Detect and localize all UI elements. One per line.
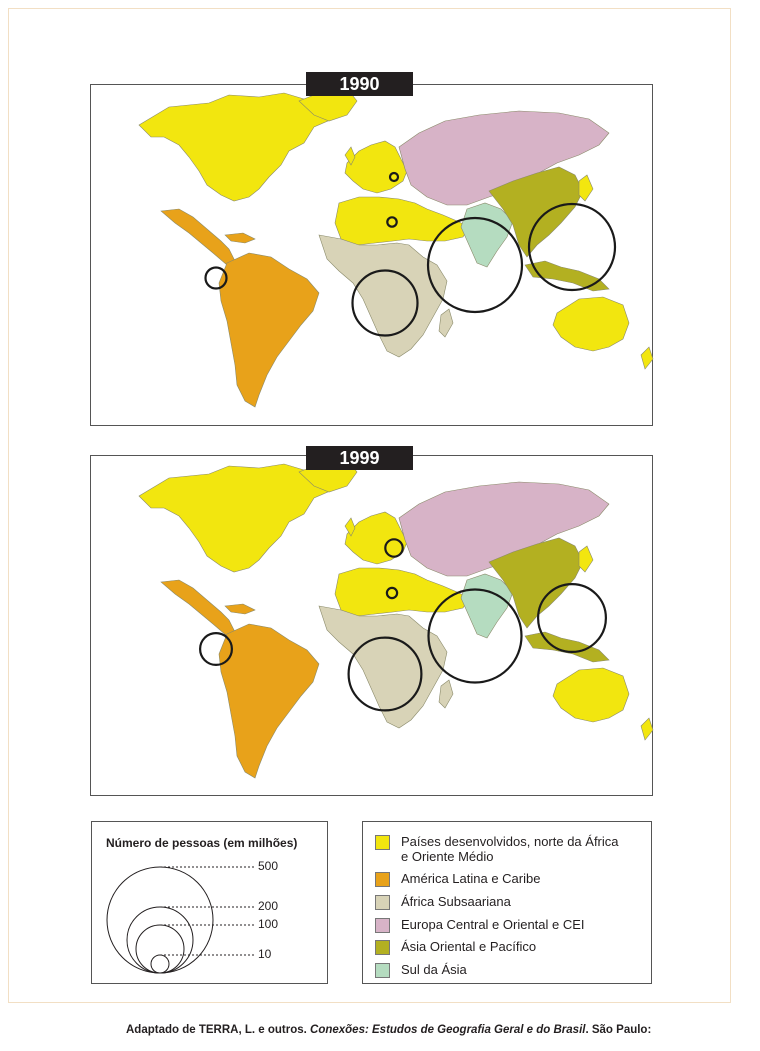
region-southeast-asia-islands <box>524 631 610 663</box>
swatch-europe-cei <box>375 918 390 933</box>
bubble-1999-3 <box>347 636 423 712</box>
color-legend: Países desenvolvidos, norte da África e … <box>362 821 652 984</box>
size-circle-10 <box>150 954 170 974</box>
bubble-1999-5 <box>537 583 608 654</box>
bubble-1999-0 <box>384 538 404 558</box>
bubble-1999-2 <box>198 632 233 667</box>
region-australia <box>552 667 630 723</box>
source-title: Conexões: Estudos de Geografia Geral e d… <box>310 1024 586 1036</box>
region-uk <box>344 517 356 537</box>
legend-item-subsaharan: África Subsaariana <box>375 894 511 910</box>
size-legend: Número de pessoas (em milhões) 500 200 1… <box>91 821 328 984</box>
bubble-1999-1 <box>385 586 399 600</box>
size-circle-500 <box>106 866 214 974</box>
region-new-zealand <box>640 346 654 370</box>
region-southeast-asia-islands <box>524 260 610 292</box>
map-1999-drawing <box>138 461 654 779</box>
region-uk <box>344 146 356 166</box>
bubble-1990-3 <box>351 269 419 337</box>
size-legend-circles <box>106 866 254 974</box>
size-circle-200 <box>126 906 194 974</box>
legend-label-east-asia: Ásia Oriental e Pacífico <box>401 939 537 954</box>
continents <box>138 90 654 408</box>
size-circle-100 <box>135 924 185 974</box>
region-europe-central-cei <box>398 110 610 206</box>
region-central-america-caribbean <box>160 208 236 266</box>
bubble-1990-2 <box>204 266 228 290</box>
continents <box>138 461 654 779</box>
region-caribbean-islands <box>224 603 256 615</box>
region-north-america <box>138 92 340 202</box>
swatch-subsaharan <box>375 895 390 910</box>
region-madagascar <box>438 679 454 709</box>
region-central-america-caribbean <box>160 579 236 637</box>
legend-item-developed: Países desenvolvidos, norte da África e … <box>375 834 626 864</box>
region-new-zealand <box>640 717 654 741</box>
legend-item-europe-cei: Europa Central e Oriental e CEI <box>375 917 585 933</box>
swatch-latam <box>375 872 390 887</box>
bubble-1990-0 <box>388 171 400 183</box>
region-australia <box>552 296 630 352</box>
legend-item-east-asia: Ásia Oriental e Pacífico <box>375 939 536 955</box>
region-europe-developed <box>344 140 408 194</box>
region-japan <box>578 545 594 573</box>
region-japan <box>578 174 594 202</box>
world-map-1999 <box>90 455 654 796</box>
legend-label-europe-cei: Europa Central e Oriental e CEI <box>401 917 585 932</box>
map-1990-drawing <box>138 90 654 408</box>
size-legend-title: Número de pessoas (em milhões) <box>106 836 298 850</box>
swatch-east-asia <box>375 940 390 955</box>
legend-label-south-asia: Sul da Ásia <box>401 962 467 977</box>
bubble-1999-4 <box>427 588 523 684</box>
bubble-1990-5 <box>527 202 617 292</box>
size-label-500: 500 <box>258 859 279 873</box>
region-africa-subsaharan <box>318 605 448 729</box>
region-africa-subsaharan <box>318 234 448 358</box>
region-europe-developed <box>344 511 408 565</box>
legend-item-latam: América Latina e Caribe <box>375 871 540 887</box>
swatch-developed <box>375 835 390 850</box>
legend-item-south-asia: Sul da Ásia <box>375 962 467 978</box>
region-caribbean-islands <box>224 232 256 244</box>
size-label-10: 10 <box>258 947 272 961</box>
bubble-1990-4 <box>426 216 524 314</box>
world-map-1990 <box>90 84 654 426</box>
year-label-1999: 1999 <box>306 446 413 470</box>
source-citation: Adaptado de TERRA, L. e outros. Conexões… <box>126 1024 651 1036</box>
legend-label-developed: Países desenvolvidos, norte da África e … <box>401 834 619 864</box>
size-label-200: 200 <box>258 899 279 913</box>
swatch-south-asia <box>375 963 390 978</box>
region-east-asia <box>488 166 584 258</box>
region-madagascar <box>438 308 454 338</box>
region-north-america <box>138 463 340 573</box>
legend-label-subsaharan: África Subsaariana <box>401 894 511 909</box>
region-east-asia <box>488 537 584 629</box>
region-south-america <box>218 252 320 408</box>
legend-label-latam: América Latina e Caribe <box>401 871 541 886</box>
source-prefix: Adaptado de TERRA, L. e outros. <box>126 1024 311 1036</box>
size-label-100: 100 <box>258 917 279 931</box>
region-south-america <box>218 623 320 779</box>
year-label-1990: 1990 <box>306 72 413 96</box>
source-suffix: . São Paulo: <box>585 1024 652 1036</box>
bubble-1990-1 <box>386 216 398 228</box>
region-europe-central-cei <box>398 481 610 577</box>
